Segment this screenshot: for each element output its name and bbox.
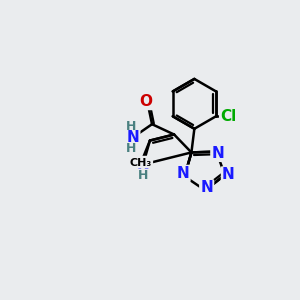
Text: N: N: [222, 167, 235, 182]
Text: H: H: [126, 120, 136, 133]
Text: O: O: [140, 94, 153, 109]
Text: Cl: Cl: [220, 109, 236, 124]
Text: N: N: [177, 166, 190, 181]
Text: N: N: [212, 146, 224, 161]
Text: N: N: [127, 130, 139, 145]
Text: H: H: [138, 169, 148, 182]
Text: N: N: [137, 157, 149, 172]
Text: N: N: [200, 181, 213, 196]
Text: CH₃: CH₃: [130, 158, 152, 168]
Text: H: H: [126, 142, 136, 155]
